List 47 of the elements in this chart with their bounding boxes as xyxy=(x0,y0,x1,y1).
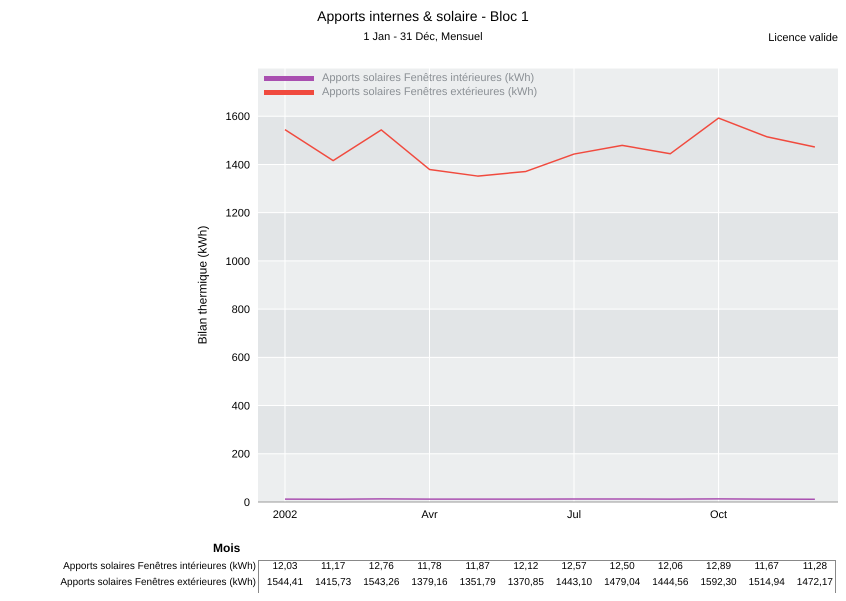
data-label: 11,67 xyxy=(754,561,780,572)
data-label: 1592,30 xyxy=(699,577,738,588)
y-tick-label: 600 xyxy=(232,352,250,364)
line-series xyxy=(284,117,816,177)
data-label: 1472,17 xyxy=(796,577,834,588)
y-tick-label: 800 xyxy=(232,304,250,316)
data-label: 11,78 xyxy=(416,561,443,572)
x-tick-label: Jul xyxy=(566,508,582,521)
data-label: 12,57 xyxy=(560,561,588,572)
data-label: 12,03 xyxy=(271,561,298,572)
data-label: 1543,26 xyxy=(362,577,400,588)
y-tick-label: 1600 xyxy=(226,111,250,124)
chart-title: Apports internes & solaire - Bloc 1 xyxy=(316,8,530,24)
data-label: 1351,79 xyxy=(458,577,497,588)
text: Apports solaires Fenêtres extérieures (kWh) xyxy=(60,577,256,588)
x-tick-label: Avr xyxy=(421,508,438,521)
data-label: 12,76 xyxy=(368,561,395,572)
text: Apports solaires Fenêtres intérieures (kWh) xyxy=(63,561,256,572)
data-label: 1544,41 xyxy=(266,577,304,588)
data-label: 11,17 xyxy=(320,561,346,572)
data-label: 1514,94 xyxy=(748,577,786,588)
x-tick-label: 2002 xyxy=(272,508,298,521)
data-label: 1479,04 xyxy=(603,577,642,588)
y-axis-title: Bilan thermique (kWh) xyxy=(195,226,210,344)
x-tick-label: Oct xyxy=(710,508,728,521)
data-label: 12,12 xyxy=(512,561,540,572)
chart-subtitle: 1 Jan - 31 Déc, Mensuel xyxy=(363,31,483,43)
data-label: 1443,10 xyxy=(554,577,594,588)
x-axis-title: Mois xyxy=(213,541,240,555)
y-tick-label: 0 xyxy=(244,496,250,509)
data-label: 11,28 xyxy=(802,561,828,572)
y-tick-label: 200 xyxy=(232,448,250,461)
data-label: 12,89 xyxy=(705,561,732,572)
y-tick-label: 400 xyxy=(232,400,250,412)
y-tick-label: 1000 xyxy=(226,256,250,268)
data-label: 11,87 xyxy=(464,561,491,572)
data-label: 1370,85 xyxy=(506,577,545,588)
y-tick-label: 1200 xyxy=(226,208,250,220)
text: Licence valide xyxy=(768,32,838,44)
data-label: 1444,56 xyxy=(651,577,690,588)
y-tick-label: 1400 xyxy=(226,159,250,172)
data-label: 12,06 xyxy=(656,561,684,572)
data-label: 1415,73 xyxy=(314,577,352,588)
legend-label: Apports solaires Fenêtres intérieures (kWh) xyxy=(321,71,536,85)
legend-label: Apports solaires Fenêtres extérieures (kWh) xyxy=(321,85,538,99)
data-label: 12,50 xyxy=(608,561,636,572)
data-label: 1379,16 xyxy=(410,577,449,588)
